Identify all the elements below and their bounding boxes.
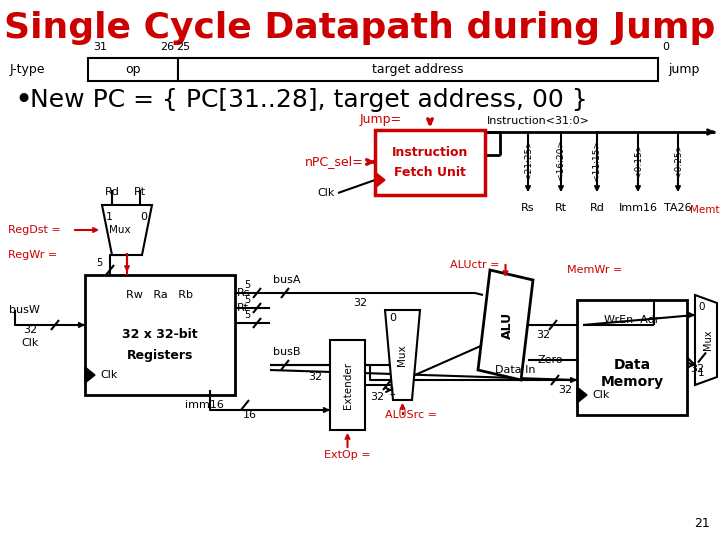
Text: target address: target address bbox=[372, 63, 464, 76]
Text: Rs: Rs bbox=[237, 288, 251, 298]
Text: RegDst =: RegDst = bbox=[8, 225, 60, 235]
Text: •: • bbox=[14, 85, 32, 114]
Text: 5: 5 bbox=[244, 280, 250, 290]
Polygon shape bbox=[375, 172, 385, 188]
Text: Rw   Ra   Rb: Rw Ra Rb bbox=[127, 290, 194, 300]
Polygon shape bbox=[385, 310, 420, 400]
Text: busA: busA bbox=[273, 275, 300, 285]
Polygon shape bbox=[85, 367, 95, 383]
Text: 32: 32 bbox=[370, 392, 384, 402]
Text: 0: 0 bbox=[662, 42, 670, 52]
Text: WrEn  Adr: WrEn Adr bbox=[604, 315, 660, 325]
Text: <0:25>: <0:25> bbox=[673, 143, 683, 178]
Text: 1: 1 bbox=[389, 387, 396, 397]
Text: 21: 21 bbox=[694, 517, 710, 530]
Text: MemWr =: MemWr = bbox=[567, 265, 622, 275]
Text: Rd: Rd bbox=[590, 203, 604, 213]
Text: Fetch Unit: Fetch Unit bbox=[394, 165, 466, 179]
Text: nPC_sel=: nPC_sel= bbox=[305, 156, 364, 168]
Text: 1: 1 bbox=[106, 212, 113, 222]
Polygon shape bbox=[577, 387, 587, 403]
Text: Rt: Rt bbox=[555, 203, 567, 213]
Text: Data: Data bbox=[613, 358, 651, 372]
Text: Data In: Data In bbox=[495, 365, 536, 375]
Text: busW: busW bbox=[9, 305, 40, 315]
Text: imm16: imm16 bbox=[185, 400, 224, 410]
Text: Rt: Rt bbox=[134, 187, 146, 197]
Text: jump: jump bbox=[668, 63, 699, 76]
Bar bbox=[178, 58, 658, 81]
Text: 32: 32 bbox=[558, 385, 572, 395]
Bar bbox=[330, 340, 365, 430]
Text: <21:25>: <21:25> bbox=[523, 139, 533, 180]
Text: op: op bbox=[125, 63, 140, 76]
Text: Zero: Zero bbox=[538, 355, 564, 365]
Text: Mux: Mux bbox=[109, 225, 131, 235]
Text: Clk: Clk bbox=[318, 188, 335, 198]
Text: 5: 5 bbox=[244, 310, 250, 320]
Text: ALUSrc =: ALUSrc = bbox=[385, 410, 437, 420]
Text: Extender: Extender bbox=[343, 361, 353, 409]
Bar bbox=[85, 275, 235, 395]
Text: <0:15>: <0:15> bbox=[634, 143, 642, 178]
Text: 5: 5 bbox=[96, 258, 102, 268]
Text: Rt: Rt bbox=[237, 303, 249, 313]
Text: busB: busB bbox=[273, 347, 300, 357]
Text: Rs: Rs bbox=[521, 203, 535, 213]
Text: 32 x 32-bit: 32 x 32-bit bbox=[122, 328, 198, 341]
Text: Mux: Mux bbox=[703, 330, 713, 350]
Text: Single Cycle Datapath during Jump: Single Cycle Datapath during Jump bbox=[4, 11, 716, 45]
Text: 0: 0 bbox=[389, 313, 396, 323]
Polygon shape bbox=[478, 270, 533, 380]
Text: 5: 5 bbox=[244, 295, 250, 305]
Text: MemtoReg =: MemtoReg = bbox=[690, 205, 720, 215]
Text: 16: 16 bbox=[243, 410, 257, 420]
Text: 31: 31 bbox=[93, 42, 107, 52]
Polygon shape bbox=[695, 295, 717, 385]
Text: Mux: Mux bbox=[397, 344, 408, 366]
Text: 1: 1 bbox=[698, 368, 705, 378]
Text: Clk: Clk bbox=[592, 390, 609, 400]
Text: 32: 32 bbox=[308, 372, 322, 382]
Text: RegWr =: RegWr = bbox=[8, 250, 58, 260]
Text: ALUctr =: ALUctr = bbox=[450, 260, 500, 270]
Text: 26: 26 bbox=[160, 42, 174, 52]
Text: 32: 32 bbox=[353, 298, 367, 308]
Polygon shape bbox=[102, 205, 152, 255]
Text: Imm16: Imm16 bbox=[618, 203, 657, 213]
Text: ALU: ALU bbox=[501, 312, 514, 339]
Text: 0: 0 bbox=[140, 212, 147, 222]
Text: Instruction<31:0>: Instruction<31:0> bbox=[487, 116, 590, 126]
Bar bbox=[375, 130, 485, 195]
Bar bbox=[577, 300, 687, 415]
Text: 32: 32 bbox=[690, 364, 704, 375]
Text: Jump=: Jump= bbox=[360, 113, 402, 126]
Text: Rd: Rd bbox=[104, 187, 120, 197]
Text: Memory: Memory bbox=[600, 375, 664, 389]
Text: 32: 32 bbox=[536, 330, 550, 340]
Text: TA26: TA26 bbox=[664, 203, 692, 213]
Text: 32: 32 bbox=[23, 325, 37, 335]
Text: New PC = { PC[31..28], target address, 00 }: New PC = { PC[31..28], target address, 0… bbox=[30, 88, 588, 112]
Text: J-type: J-type bbox=[10, 63, 45, 76]
Text: 0: 0 bbox=[698, 302, 704, 312]
Text: Registers: Registers bbox=[127, 348, 193, 361]
Text: Clk: Clk bbox=[22, 338, 39, 348]
Text: 25: 25 bbox=[176, 42, 190, 52]
Text: ExtOp =: ExtOp = bbox=[324, 450, 371, 460]
Bar bbox=[88, 58, 178, 81]
Text: Clk: Clk bbox=[100, 370, 117, 380]
Text: Instruction: Instruction bbox=[392, 145, 468, 159]
Text: <16:20>: <16:20> bbox=[557, 139, 565, 180]
Text: <11:15>: <11:15> bbox=[593, 139, 601, 180]
